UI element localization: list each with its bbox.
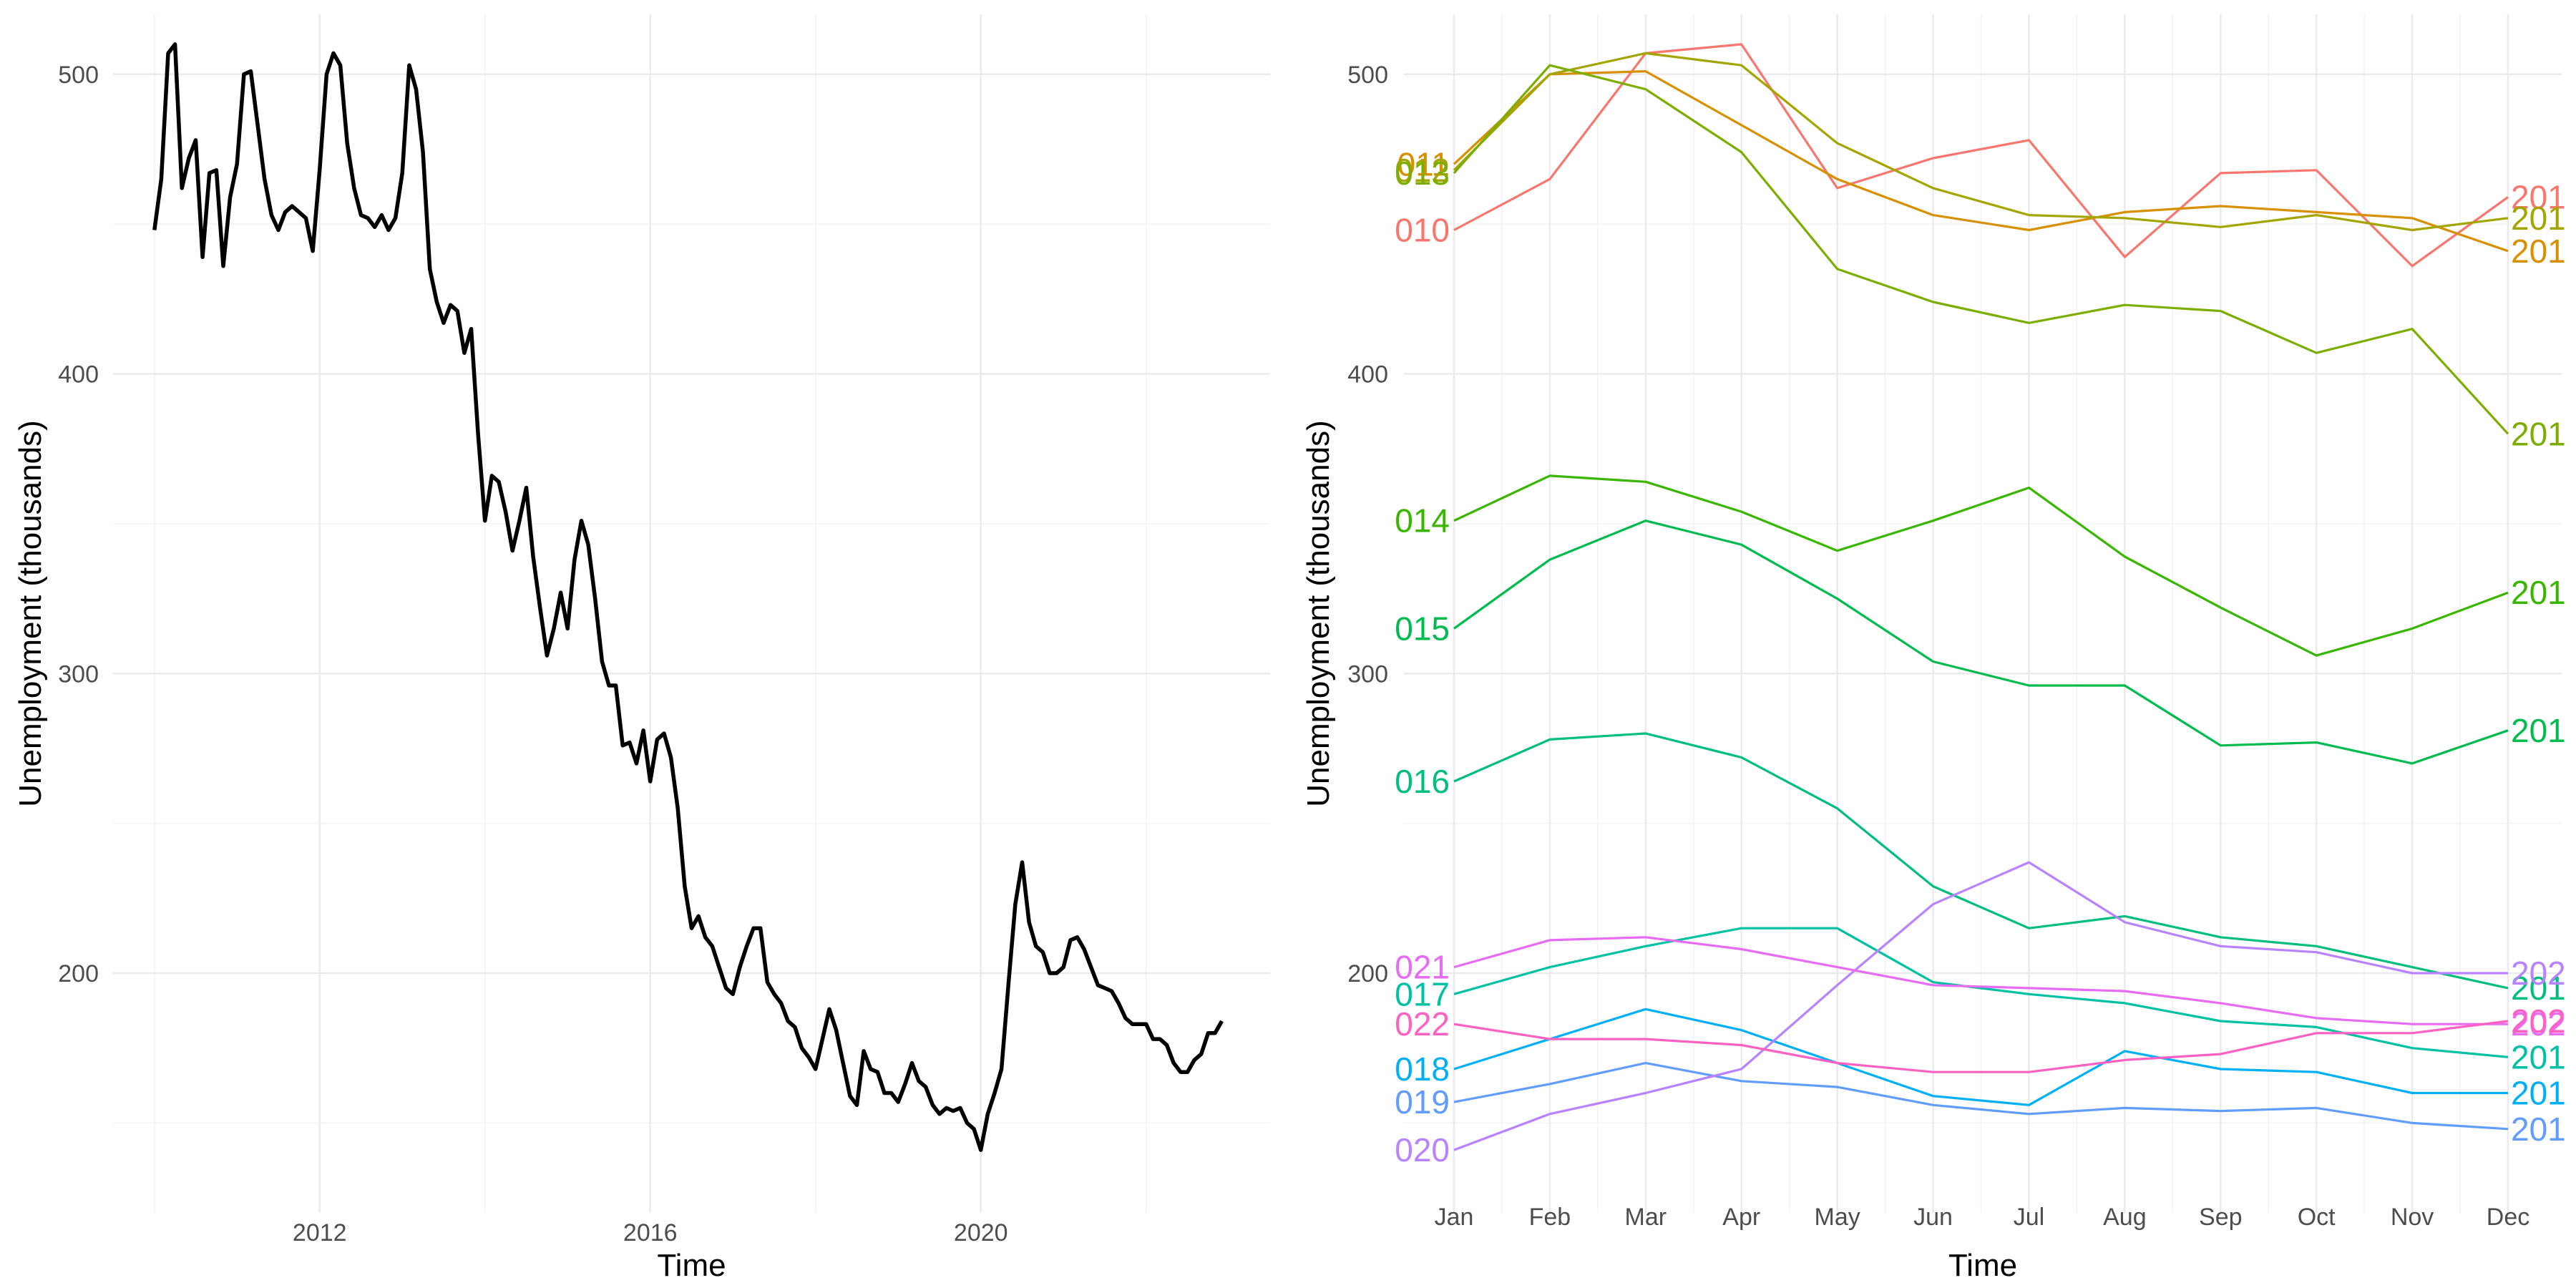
series-end-label: 201 (2511, 1075, 2566, 1112)
x-tick-label: 2020 (954, 1219, 1008, 1246)
x-tick-label: 2012 (293, 1219, 347, 1246)
series-start-label: 012 (1395, 152, 1450, 189)
x-tick-label: Oct (2298, 1204, 2336, 1231)
x-tick-label: Sep (2199, 1204, 2243, 1231)
y-tick-label: 200 (1347, 960, 1388, 987)
series-start-label: 022 (1395, 1005, 1450, 1043)
series-start-label: 018 (1395, 1050, 1450, 1088)
series-start-label: 010 (1395, 212, 1450, 249)
y-axis-title: Unemployment (thousands) (13, 420, 48, 806)
series-line-018 (1453, 1008, 2508, 1106)
x-tick-label: Nov (2391, 1204, 2434, 1231)
series-line-016 (1453, 732, 2509, 990)
series-end-label: 201 (2511, 1111, 2566, 1148)
y-tick-label: 500 (58, 62, 99, 89)
series-end-label: 201 (2511, 415, 2566, 452)
x-tick-label: Aug (2103, 1204, 2147, 1231)
y-tick-label: 300 (58, 660, 99, 688)
series-start-label: 017 (1395, 975, 1450, 1013)
x-tick-label: May (1815, 1204, 1860, 1231)
left-panel-time-series: 200 300 400 500 2012 2016 2020 Time Unemployment… (13, 14, 1270, 1283)
series-end-label: 201 (2511, 178, 2566, 215)
x-axis-title: Time (1948, 1248, 2017, 1283)
y-axis-title: Unemployment (thousands) (1301, 420, 1336, 806)
x-axis-title: Time (657, 1248, 726, 1283)
series-end-label: 201 (2511, 574, 2566, 611)
series-line-020 (1453, 861, 2508, 1151)
series-end-label: 202 (2511, 955, 2566, 992)
series-end-label: 201 (2511, 712, 2566, 749)
series-line-017 (1453, 927, 2509, 1058)
y-tick-label: 200 (58, 960, 99, 987)
y-tick-label: 300 (1347, 660, 1388, 688)
x-tick-label: Feb (1529, 1204, 1571, 1231)
series-line-021 (1453, 936, 2508, 1025)
right-panel-seasonal-plot: 200 300 400 500 Jan Feb Mar Apr May Jun Jul Aug Sep O… (1301, 14, 2566, 1283)
series-start-label: 014 (1395, 502, 1450, 540)
series-end-label: 201 (2511, 970, 2566, 1007)
series-line-011 (1453, 69, 2509, 253)
series-end-label: 202 (2511, 1005, 2566, 1043)
series-line-014 (1453, 474, 2509, 657)
series-line-012 (1453, 52, 2509, 232)
series-line-015 (1453, 519, 2509, 765)
unemployment-series-line (152, 42, 1224, 1152)
series-end-label: 201 (2511, 233, 2566, 270)
x-tick-label: Jun (1913, 1204, 1953, 1231)
x-tick-label: Jan (1435, 1204, 1474, 1231)
x-tick-label: Apr (1722, 1204, 1760, 1231)
series-end-label: 201 (2511, 200, 2566, 237)
x-tick-label: Jul (2014, 1204, 2044, 1231)
series-start-label: 011 (1397, 145, 1450, 182)
y-tick-label: 400 (58, 361, 99, 389)
x-tick-label: 2016 (623, 1219, 678, 1246)
series-end-label: 201 (2511, 1038, 2566, 1075)
x-tick-label: Dec (2487, 1204, 2529, 1231)
series-start-label: 013 (1395, 155, 1450, 192)
series-start-label: 021 (1395, 949, 1450, 986)
x-tick-label: Mar (1625, 1204, 1667, 1231)
series-line-019 (1453, 1061, 2509, 1131)
series-start-label: 019 (1395, 1083, 1450, 1121)
series-line-010 (1453, 43, 2509, 268)
series-start-label: 016 (1395, 763, 1450, 800)
series-line-022 (1453, 1020, 2509, 1073)
y-tick-label: 400 (1347, 361, 1388, 389)
y-tick-label: 500 (1347, 62, 1388, 89)
series-line-013 (1453, 64, 2509, 435)
series-start-label: 015 (1395, 610, 1450, 647)
series-end-label: 202 (2511, 1002, 2566, 1040)
series-start-label: 020 (1395, 1131, 1450, 1169)
